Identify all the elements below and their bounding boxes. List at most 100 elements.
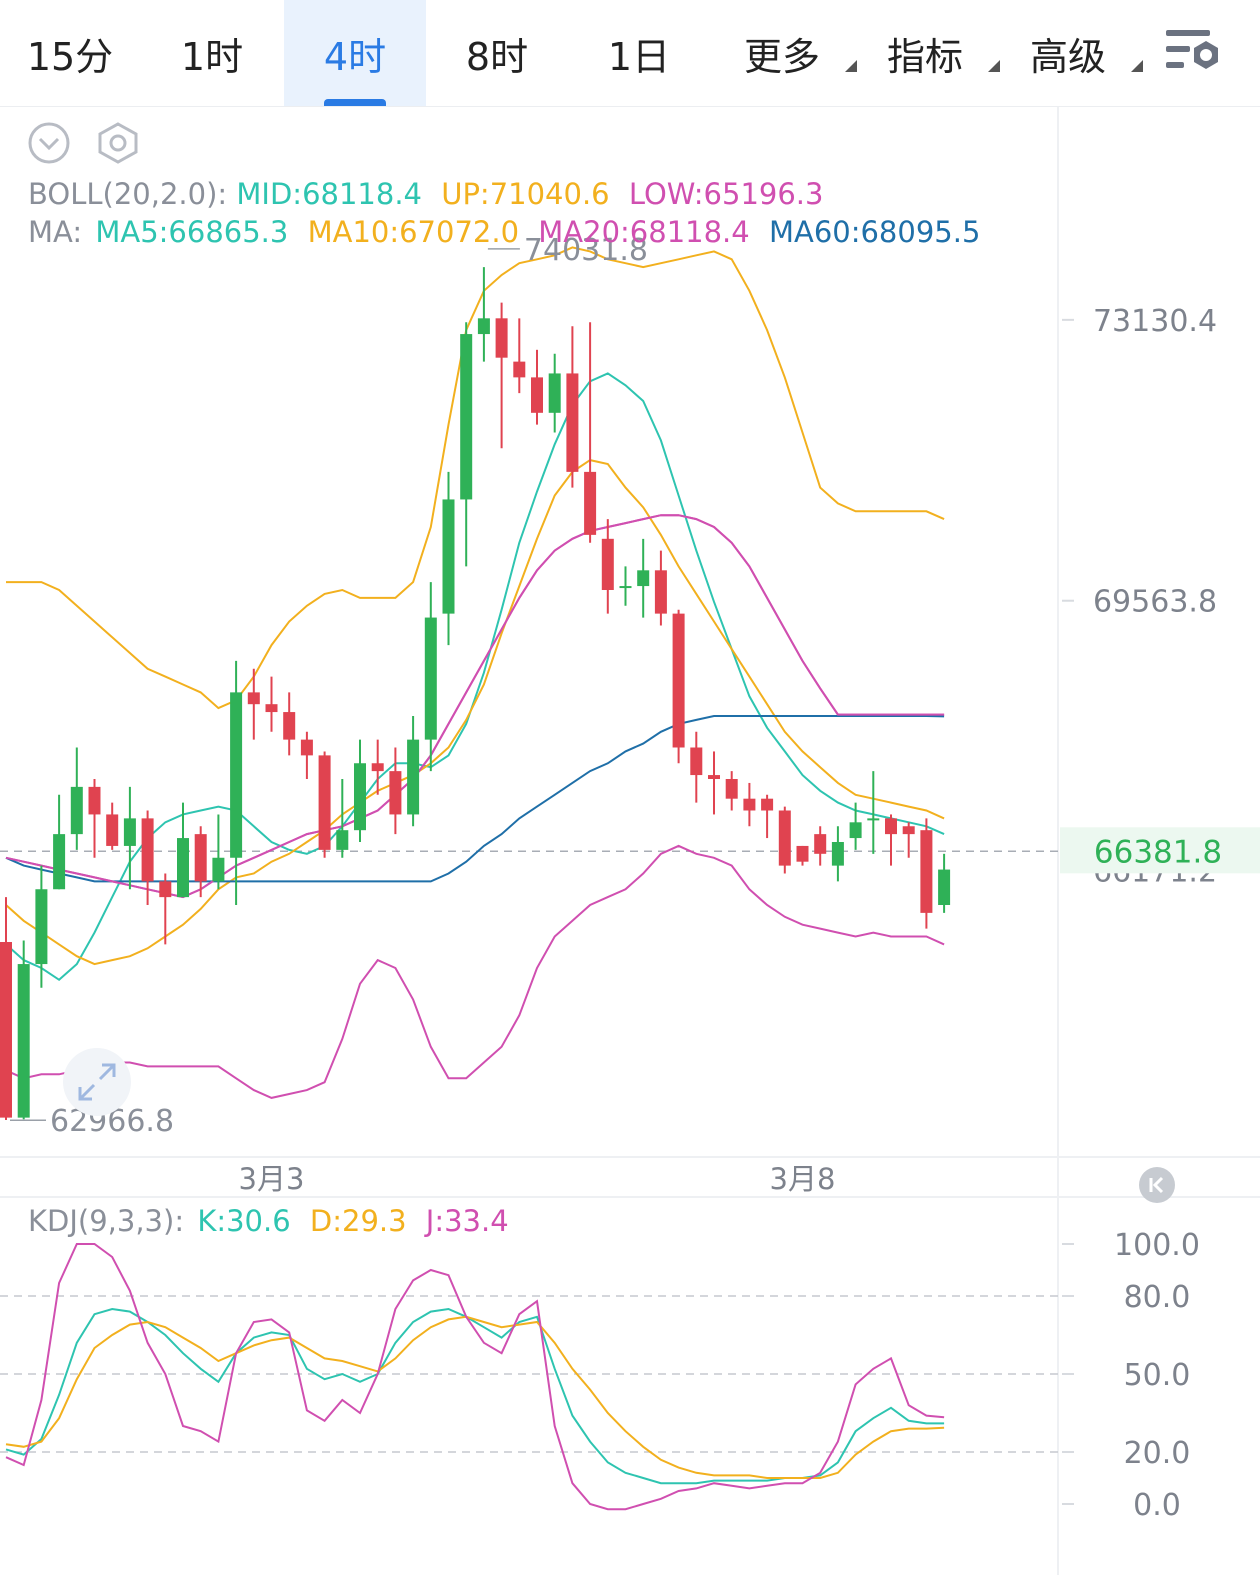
candle xyxy=(354,739,366,842)
tab-3[interactable]: 4时 xyxy=(284,0,426,106)
candle xyxy=(619,566,632,606)
tab-5[interactable]: 1日 xyxy=(568,0,710,106)
ma60-value: MA60:68095.5 xyxy=(768,215,981,249)
candle xyxy=(212,814,225,890)
expand-arrows-icon[interactable] xyxy=(62,1047,132,1121)
candle-body xyxy=(885,818,897,835)
candle-body xyxy=(761,798,774,811)
candle-body xyxy=(637,570,650,587)
price-tick-label: 69563.8 xyxy=(1093,585,1217,620)
candle-body xyxy=(831,842,844,866)
candle xyxy=(123,786,136,890)
tab-label: 1时 xyxy=(180,34,244,79)
candle-body xyxy=(17,964,30,1118)
candle-body xyxy=(531,377,543,413)
kdj-legend: KDJ(9,3,3): K:30.6 D:29.3 J:33.4 xyxy=(28,1204,519,1238)
candle-body xyxy=(513,361,526,378)
candle-body xyxy=(902,826,915,835)
candle xyxy=(778,806,791,874)
tab-8[interactable]: 高级 xyxy=(997,0,1143,106)
tab-2[interactable]: 1时 xyxy=(141,0,283,106)
candle-body xyxy=(141,818,154,882)
candle xyxy=(460,322,473,567)
candle-body xyxy=(849,822,862,839)
candle-body xyxy=(867,818,880,821)
candle xyxy=(654,550,667,626)
candle-body xyxy=(548,373,561,413)
candle xyxy=(0,897,12,1120)
candle xyxy=(106,802,119,850)
candle-body xyxy=(708,775,720,779)
candle-body xyxy=(778,810,791,866)
candle-body xyxy=(725,779,738,799)
candle xyxy=(531,349,543,425)
candle-body xyxy=(814,834,827,854)
chart-canvas[interactable]: 73130.469563.866171.266381.874031.862966… xyxy=(0,107,1260,1575)
candle xyxy=(495,302,508,449)
candle-body xyxy=(123,818,136,846)
tab-7[interactable]: 指标 xyxy=(854,0,1000,106)
chevron-down-circle-icon[interactable] xyxy=(27,121,71,169)
boll-up-value: UP:71040.6 xyxy=(441,177,610,211)
kdj-tick-label: 80.0 xyxy=(1124,1280,1191,1315)
kdj-tick-label: 100.0 xyxy=(1114,1228,1200,1263)
candle-body xyxy=(88,786,101,815)
candle xyxy=(477,267,490,362)
kdj-j-value: J:33.4 xyxy=(425,1204,509,1238)
candle-body xyxy=(920,830,933,913)
candle-body xyxy=(283,712,296,740)
tab-label: 4时 xyxy=(323,34,387,79)
candle-body xyxy=(619,586,632,589)
candle xyxy=(70,747,83,850)
candle-body xyxy=(354,763,366,831)
candle-body xyxy=(938,869,951,905)
candle xyxy=(17,940,30,1120)
candle-body xyxy=(389,771,402,815)
candle xyxy=(725,771,738,811)
candle xyxy=(177,802,189,898)
candle xyxy=(867,771,880,854)
candle-body xyxy=(690,747,703,776)
tab-1[interactable]: 15分 xyxy=(0,0,141,106)
kdj-line-d xyxy=(5,1315,945,1479)
candle-body xyxy=(672,613,685,748)
candle xyxy=(814,826,827,866)
candle xyxy=(442,471,455,646)
candle xyxy=(424,582,437,772)
dropdown-caret-icon xyxy=(988,60,1000,72)
candle-body xyxy=(371,763,384,772)
candle xyxy=(796,845,809,866)
candle xyxy=(938,853,951,913)
candle xyxy=(230,660,243,905)
candle-body xyxy=(70,786,83,835)
boll-low-value: LOW:65196.3 xyxy=(628,177,824,211)
candle-body xyxy=(495,318,508,358)
candle-body xyxy=(0,942,12,1118)
tab-6[interactable]: 更多 xyxy=(711,0,857,106)
jump-to-latest-icon[interactable] xyxy=(1138,1166,1176,1208)
candle-body xyxy=(247,692,260,705)
candle xyxy=(88,779,101,858)
timeframe-tabbar: 15分 1时 4时 8时 1日 更多 指标 高级 xyxy=(0,0,1260,107)
ma20-value: MA20:68118.4 xyxy=(538,215,750,249)
tab-4[interactable]: 8时 xyxy=(426,0,568,106)
ma10-value: MA10:67072.0 xyxy=(307,215,520,249)
hexagon-gear-icon[interactable] xyxy=(95,121,141,169)
candle xyxy=(265,676,278,732)
series-line-ma10 xyxy=(5,459,945,966)
candle xyxy=(194,826,207,898)
candle xyxy=(902,822,915,858)
candle xyxy=(318,751,331,858)
candle xyxy=(300,731,313,779)
candle xyxy=(831,826,844,882)
candle xyxy=(159,873,172,945)
ma-label: MA: xyxy=(28,215,83,249)
chart-settings-icon[interactable] xyxy=(1160,24,1226,80)
tab-label: 高级 xyxy=(1029,34,1106,79)
kdj-line-k xyxy=(5,1307,945,1485)
candle xyxy=(690,731,703,803)
candle-body xyxy=(336,830,349,850)
kdj-line-j xyxy=(5,1243,945,1511)
chart-area[interactable]: 73130.469563.866171.266381.874031.862966… xyxy=(0,107,1260,1575)
candle-body xyxy=(460,334,473,500)
